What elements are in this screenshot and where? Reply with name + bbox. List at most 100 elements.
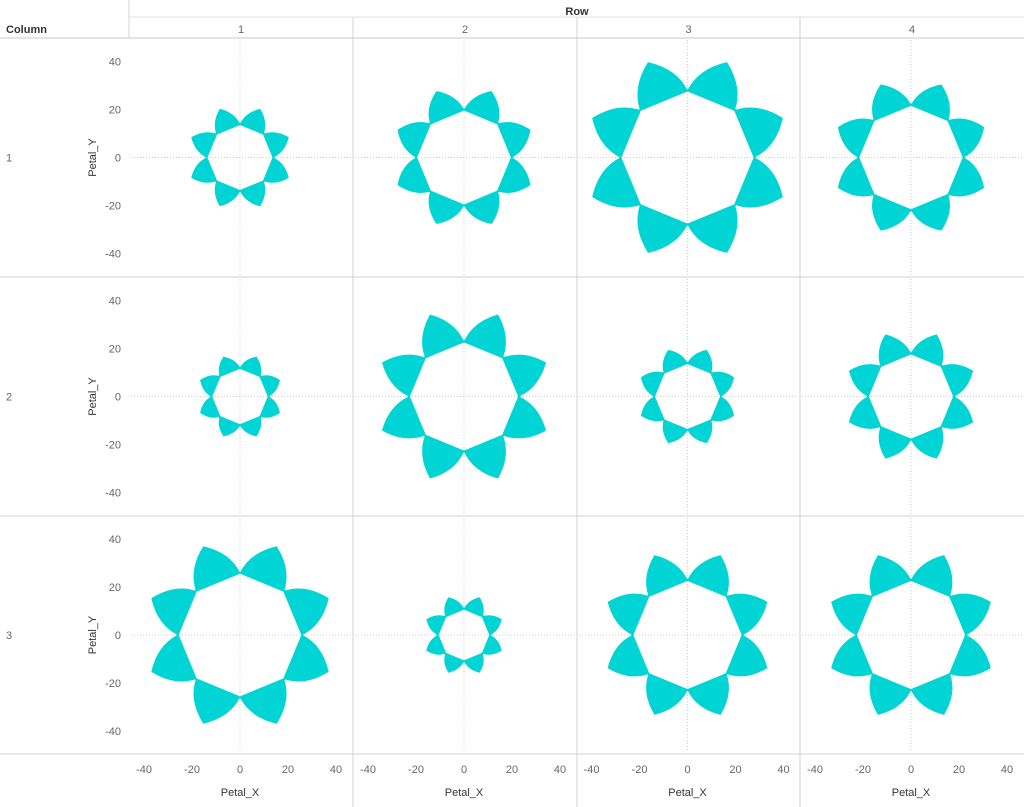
chart-labels: 1 2 3 4 1 Petal_Y 40 20 0 -20 -40 2 Petal_Y 40 20 0 -20 -… [6,24,1013,799]
petal [872,84,911,121]
y-tick-label: -20 [105,201,121,213]
x-axis-title: Petal_X [445,787,484,799]
petal [482,635,502,655]
petal [263,157,289,183]
flower-mark [381,314,547,479]
y-axis-title: Petal_Y [87,138,99,177]
flower-mark [831,555,991,715]
flower-ring [205,122,275,193]
flower-mark [592,62,783,253]
y-tick-label: -20 [105,678,121,690]
petal [872,194,911,231]
petal [426,635,446,655]
petal [687,674,729,715]
flower-ring [619,89,756,226]
x-tick-label: 20 [506,764,518,776]
flower-ring [854,578,968,692]
petal [911,334,944,366]
flower-ring [652,361,723,432]
petal [464,653,484,673]
petal [240,181,266,207]
petal [735,107,783,158]
flower-ring [176,571,304,699]
y-tick-label: 40 [109,534,121,546]
x-tick-label: 0 [461,764,467,776]
petal [950,635,991,677]
petal [193,546,240,591]
petal [240,679,287,724]
petal [191,132,217,158]
chart-panels [151,62,991,724]
petal [497,122,531,158]
petal [151,635,196,682]
petal [607,593,649,635]
petal [284,635,329,682]
y-tick-label: 40 [109,57,121,69]
petal [948,157,985,197]
petal [687,555,729,596]
petal [662,349,688,373]
petal [240,108,266,134]
petal [726,635,768,677]
petal [848,364,881,397]
petal [428,191,464,225]
y-tick-label: 0 [115,153,121,165]
x-tick-label: -20 [184,764,200,776]
petal [193,679,240,724]
flower-mark [837,84,985,231]
petal [592,107,640,158]
flower-ring [436,607,492,663]
petal [214,108,240,134]
petal [911,555,953,596]
y-tick-label: 20 [109,105,121,117]
y-tick-label: -40 [105,488,121,500]
flower-mark [426,597,502,673]
flower-ring [857,103,965,212]
petal [260,396,280,418]
x-axis-title: Petal_X [668,787,707,799]
flower-ring [407,340,521,453]
row-label-3: 3 [6,630,12,642]
x-tick-label: -40 [360,764,376,776]
flower-mark [607,555,768,715]
flower-mark [848,334,974,459]
petal [948,118,985,158]
y-tick-label: 40 [109,296,121,308]
x-tick-label: -20 [408,764,424,776]
petal [869,674,911,715]
petal [711,371,735,397]
flower-mark [151,546,329,724]
x-tick-label: 20 [953,764,965,776]
x-tick-label: 40 [777,764,789,776]
petal [381,396,425,439]
petal [662,420,688,444]
petal [646,555,688,596]
petal [397,122,431,158]
x-tick-label: 20 [282,764,294,776]
petal [711,396,735,422]
y-tick-label: 0 [115,630,121,642]
petal [503,396,547,439]
y-tick-label: 0 [115,392,121,404]
petal [637,205,688,253]
y-tick-label: 20 [109,582,121,594]
column-label-4: 4 [909,24,915,36]
petal [911,427,944,459]
column-field-header: Row [565,6,589,18]
petal [726,593,768,635]
y-axis-title: Petal_Y [87,615,99,654]
petal [240,546,287,591]
petal [911,84,950,121]
petal [878,427,911,459]
petal [218,356,240,377]
x-tick-label: -40 [136,764,152,776]
petal [831,593,872,635]
x-tick-label: 0 [908,764,914,776]
petal [381,354,425,397]
petal [464,597,484,617]
column-label-3: 3 [685,24,691,36]
y-tick-label: -20 [105,440,121,452]
petal [151,588,196,635]
petal [911,194,950,231]
petal [422,314,464,358]
